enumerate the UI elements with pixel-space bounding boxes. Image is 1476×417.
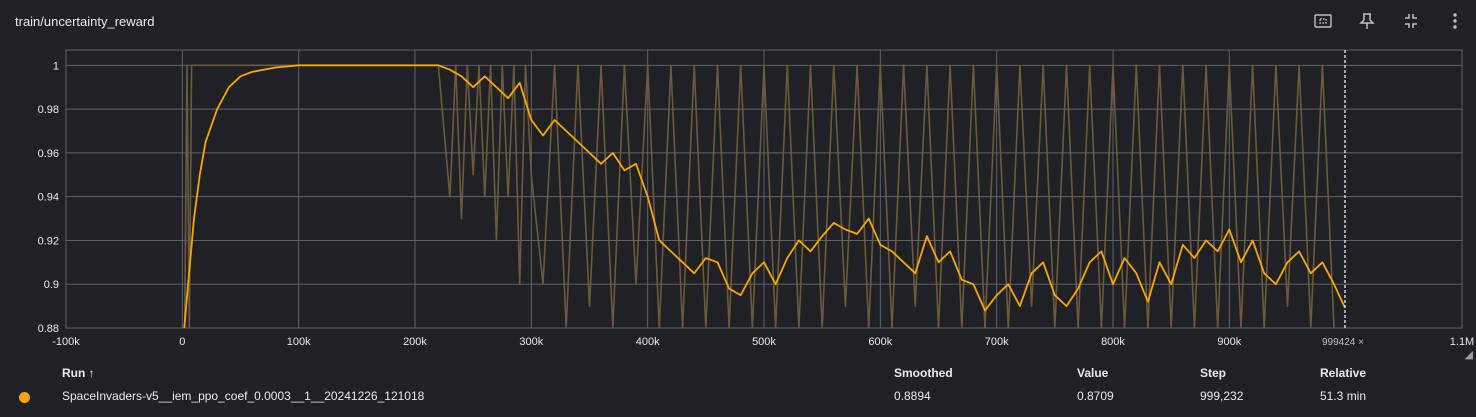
x-tick-label: 1.1M	[1450, 336, 1474, 348]
y-tick-label: 0.9	[44, 279, 59, 291]
smoothed-series-line	[183, 64, 1346, 328]
y-tick-label: 0.98	[38, 104, 59, 116]
collapse-icon[interactable]	[1400, 10, 1422, 32]
x-tick-label: 500k	[752, 336, 776, 348]
run-color-swatch[interactable]	[19, 392, 30, 403]
chart-title: train/uncertainty_reward	[15, 14, 155, 29]
y-tick-label: 0.94	[38, 192, 59, 204]
value-column-header: Value	[1077, 366, 1109, 380]
x-tick-label: 900k	[1217, 336, 1241, 348]
resize-handle-icon[interactable]: ◢	[1464, 349, 1473, 361]
step-column-header: Step	[1200, 366, 1227, 380]
x-tick-label: 700k	[985, 336, 1009, 348]
y-tick-label: 0.92	[38, 235, 59, 247]
more-vert-icon[interactable]	[1444, 10, 1466, 32]
raw-series-line	[183, 64, 1335, 328]
x-tick-label: -100k	[52, 336, 80, 348]
x-tick-label: 200k	[403, 336, 427, 348]
run-name: SpaceInvaders-v5__iem_ppo_coef_0.0003__1…	[62, 389, 425, 403]
x-tick-label: 400k	[636, 336, 660, 348]
x-tick-label: 800k	[1101, 336, 1125, 348]
hover-step-label: 999424 ×	[1322, 337, 1364, 348]
x-tick-label: 300k	[519, 336, 543, 348]
x-tick-label: 600k	[868, 336, 892, 348]
y-tick-label: 0.96	[38, 148, 59, 160]
pin-icon[interactable]	[1356, 10, 1378, 32]
line-chart[interactable]: 0.88 0.9 0.92 0.94 0.96 0.98 1 -100k 0 100k 200k 30…	[0, 40, 1476, 350]
fit-domain-icon[interactable]	[1312, 10, 1334, 32]
smoothed-column-header: Smoothed	[894, 366, 953, 380]
y-tick-label: 0.88	[38, 323, 59, 335]
chart-toolbar	[1312, 10, 1466, 32]
smoothed-value: 0.8894	[894, 389, 931, 403]
x-tick-label: 100k	[287, 336, 311, 348]
x-tick-label: 0	[179, 336, 185, 348]
step-value: 999,232	[1200, 389, 1244, 403]
y-tick-label: 1	[53, 60, 59, 72]
relative-column-header: Relative	[1320, 366, 1367, 380]
raw-value: 0.8709	[1077, 389, 1114, 403]
run-column-header[interactable]: Run ↑	[62, 366, 95, 380]
relative-time: 51.3 min	[1320, 389, 1367, 403]
